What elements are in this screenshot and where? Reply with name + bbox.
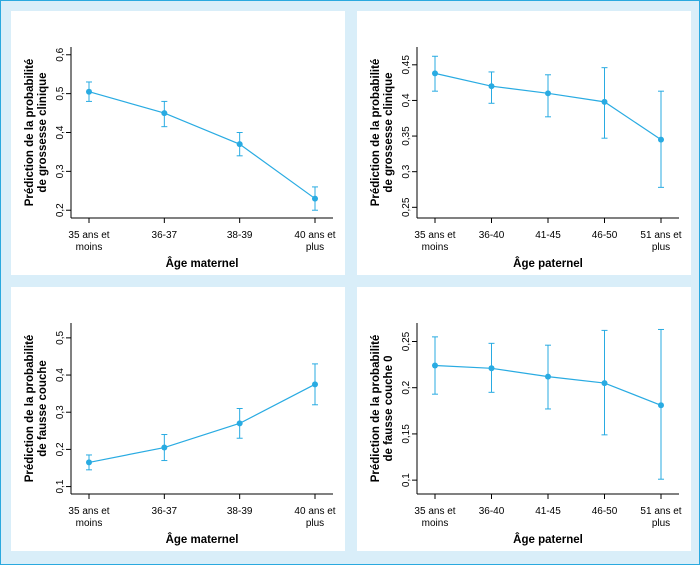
x-axis-title: Âge paternel bbox=[513, 257, 583, 270]
y-tick-label: 0,3 bbox=[55, 405, 66, 419]
panel-background bbox=[357, 287, 691, 551]
data-point bbox=[432, 362, 438, 369]
y-tick-label: 0,45 bbox=[401, 55, 412, 75]
x-tick-label: moins bbox=[422, 242, 449, 253]
x-axis-title: Âge maternel bbox=[166, 533, 239, 546]
data-point bbox=[161, 444, 168, 451]
x-tick-label: 35 ans et bbox=[68, 230, 109, 241]
series-line bbox=[88, 91, 316, 200]
x-tick-label: plus bbox=[306, 242, 324, 253]
panel-background bbox=[11, 287, 345, 551]
y-tick-label: 0,6 bbox=[55, 47, 66, 61]
y-axis-title: de grossesse clinique bbox=[37, 72, 49, 192]
y-tick-label: 0,4 bbox=[55, 368, 66, 382]
x-tick-label: 46-50 bbox=[592, 230, 618, 241]
data-point bbox=[658, 402, 664, 409]
y-tick-label: 0,4 bbox=[55, 125, 66, 139]
y-axis-title: de grossesse clinique bbox=[383, 72, 395, 192]
x-tick-label: 41-45 bbox=[535, 230, 561, 241]
data-point bbox=[601, 380, 608, 387]
y-axis-title: Prédiction de la probabilité bbox=[370, 59, 382, 207]
x-tick-label: plus bbox=[652, 242, 670, 253]
y-axis-title: Prédiction de la probabilité bbox=[24, 59, 36, 207]
y-tick-label: 0,1 bbox=[55, 479, 66, 493]
x-tick-label: 36-37 bbox=[152, 230, 178, 241]
x-tick-label: plus bbox=[652, 518, 670, 529]
data-point bbox=[545, 373, 551, 380]
x-tick-label: moins bbox=[76, 518, 103, 529]
data-point bbox=[658, 136, 664, 143]
x-tick-label: 35 ans et bbox=[414, 506, 455, 517]
y-tick-label: 0,2 bbox=[401, 380, 412, 394]
x-tick-label: moins bbox=[422, 518, 449, 529]
x-axis-title: Âge maternel bbox=[166, 257, 239, 270]
series-line bbox=[88, 383, 316, 463]
data-point bbox=[86, 459, 92, 466]
x-tick-label: plus bbox=[306, 518, 324, 529]
panel-background bbox=[357, 11, 691, 275]
data-point bbox=[545, 90, 551, 97]
data-point bbox=[432, 70, 438, 77]
x-tick-label: 46-50 bbox=[592, 506, 618, 517]
y-tick-label: 0,1 bbox=[401, 473, 412, 487]
data-point bbox=[488, 83, 495, 90]
x-tick-label: 35 ans et bbox=[68, 506, 109, 517]
y-tick-label: 0,2 bbox=[55, 442, 66, 456]
y-tick-label: 0,25 bbox=[401, 331, 412, 351]
y-axis-title: Prédiction de la probabilité bbox=[24, 335, 36, 483]
x-tick-label: 38-39 bbox=[227, 230, 253, 241]
x-tick-label: 51 ans et bbox=[640, 230, 681, 241]
x-tick-label: moins bbox=[76, 242, 103, 253]
y-tick-label: 0,3 bbox=[401, 164, 412, 178]
data-point bbox=[601, 98, 608, 105]
x-tick-label: 40 ans et bbox=[294, 230, 335, 241]
data-point bbox=[312, 381, 318, 388]
x-tick-label: 38-39 bbox=[227, 506, 253, 517]
y-axis-title: Prédiction de la probabilité bbox=[370, 335, 382, 483]
x-tick-label: 36-40 bbox=[479, 506, 505, 517]
y-tick-label: 0,35 bbox=[401, 126, 412, 146]
data-point bbox=[161, 110, 168, 117]
data-point bbox=[86, 88, 92, 95]
x-tick-label: 40 ans et bbox=[294, 506, 335, 517]
y-axis-title: de fausse couche bbox=[37, 360, 49, 457]
x-tick-label: 51 ans et bbox=[640, 506, 681, 517]
data-point bbox=[236, 141, 243, 148]
data-point bbox=[312, 195, 318, 202]
y-tick-label: 0,2 bbox=[55, 203, 66, 217]
data-point bbox=[236, 420, 243, 427]
x-axis-title: Âge paternel bbox=[513, 533, 583, 546]
x-tick-label: 36-40 bbox=[479, 230, 505, 241]
y-tick-label: 0,3 bbox=[55, 164, 66, 178]
x-tick-label: 36-37 bbox=[152, 506, 178, 517]
y-tick-label: 0,25 bbox=[401, 197, 412, 217]
data-point bbox=[488, 365, 495, 372]
y-tick-label: 0,5 bbox=[55, 86, 66, 100]
y-tick-label: 0,5 bbox=[55, 330, 66, 344]
y-axis-title: de fausse couche 0 bbox=[383, 355, 395, 461]
y-tick-label: 0,4 bbox=[401, 93, 412, 107]
x-tick-label: 35 ans et bbox=[414, 230, 455, 241]
y-tick-label: 0,15 bbox=[401, 424, 412, 444]
x-tick-label: 41-45 bbox=[535, 506, 561, 517]
